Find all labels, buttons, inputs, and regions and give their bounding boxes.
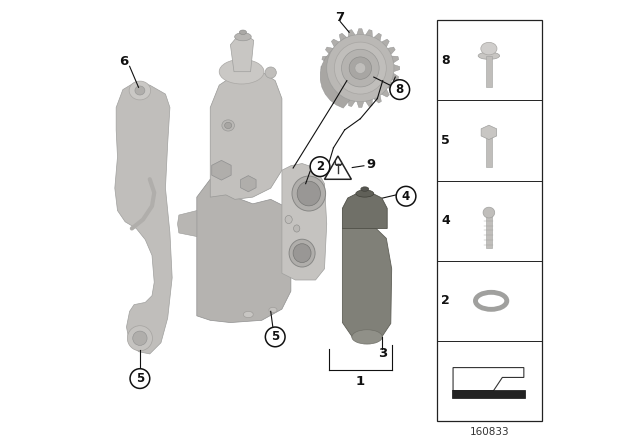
Circle shape xyxy=(127,326,152,351)
Bar xyxy=(486,56,492,87)
Ellipse shape xyxy=(129,81,150,100)
Bar xyxy=(486,213,492,247)
Polygon shape xyxy=(387,82,396,89)
Circle shape xyxy=(396,186,416,206)
Polygon shape xyxy=(212,160,231,180)
Ellipse shape xyxy=(476,293,507,309)
Bar xyxy=(486,134,492,167)
Ellipse shape xyxy=(352,330,382,344)
Ellipse shape xyxy=(297,181,321,206)
Polygon shape xyxy=(348,99,355,107)
Text: 4: 4 xyxy=(441,214,450,227)
Polygon shape xyxy=(357,102,364,108)
Text: 1: 1 xyxy=(356,375,365,388)
Circle shape xyxy=(390,80,410,99)
Text: 6: 6 xyxy=(120,55,129,69)
Polygon shape xyxy=(392,56,399,63)
Polygon shape xyxy=(339,33,347,41)
Circle shape xyxy=(349,57,371,79)
Ellipse shape xyxy=(361,187,369,191)
Polygon shape xyxy=(365,30,372,37)
Text: 7: 7 xyxy=(335,11,345,25)
Polygon shape xyxy=(374,95,381,103)
Polygon shape xyxy=(320,36,350,108)
Polygon shape xyxy=(321,65,327,72)
Polygon shape xyxy=(342,225,392,341)
Bar xyxy=(452,390,525,398)
Polygon shape xyxy=(322,73,329,80)
Polygon shape xyxy=(325,82,333,89)
Circle shape xyxy=(355,63,365,73)
Circle shape xyxy=(342,49,379,87)
Text: 4: 4 xyxy=(402,190,410,203)
Ellipse shape xyxy=(289,239,315,267)
Ellipse shape xyxy=(265,67,276,78)
Circle shape xyxy=(130,369,150,388)
Polygon shape xyxy=(324,156,351,179)
Polygon shape xyxy=(322,56,329,63)
Polygon shape xyxy=(325,47,333,54)
Ellipse shape xyxy=(481,43,497,55)
Polygon shape xyxy=(453,367,524,391)
Polygon shape xyxy=(481,125,497,140)
Circle shape xyxy=(310,157,330,177)
Bar xyxy=(437,20,541,421)
Polygon shape xyxy=(177,211,197,237)
Polygon shape xyxy=(348,30,355,37)
Polygon shape xyxy=(115,83,172,354)
Ellipse shape xyxy=(481,297,502,305)
Ellipse shape xyxy=(293,244,311,263)
Ellipse shape xyxy=(219,60,264,84)
Ellipse shape xyxy=(356,190,374,197)
Polygon shape xyxy=(197,175,291,323)
Polygon shape xyxy=(381,39,389,47)
Ellipse shape xyxy=(285,215,292,224)
Circle shape xyxy=(132,331,147,345)
Polygon shape xyxy=(357,29,364,34)
Polygon shape xyxy=(365,99,372,107)
Polygon shape xyxy=(230,35,253,72)
Polygon shape xyxy=(387,47,396,54)
Polygon shape xyxy=(392,73,399,80)
Circle shape xyxy=(266,327,285,347)
Text: 160833: 160833 xyxy=(470,427,509,437)
Ellipse shape xyxy=(243,311,253,318)
Ellipse shape xyxy=(135,86,145,95)
Polygon shape xyxy=(374,33,381,41)
Polygon shape xyxy=(332,89,339,97)
Ellipse shape xyxy=(239,30,246,34)
Polygon shape xyxy=(241,176,256,192)
Ellipse shape xyxy=(225,122,232,129)
Polygon shape xyxy=(394,65,400,72)
Polygon shape xyxy=(339,95,347,103)
Text: 8: 8 xyxy=(441,54,450,67)
Circle shape xyxy=(334,42,387,94)
Polygon shape xyxy=(210,72,282,199)
Text: 3: 3 xyxy=(378,347,387,361)
Text: 5: 5 xyxy=(271,330,279,344)
Polygon shape xyxy=(342,194,387,228)
Ellipse shape xyxy=(478,52,500,60)
Text: 9: 9 xyxy=(367,158,376,172)
Ellipse shape xyxy=(292,176,326,211)
Polygon shape xyxy=(282,164,327,280)
Text: 5: 5 xyxy=(136,372,144,385)
Text: 8: 8 xyxy=(396,83,404,96)
Ellipse shape xyxy=(269,307,277,313)
Text: 5: 5 xyxy=(441,134,450,147)
Polygon shape xyxy=(381,89,389,97)
Ellipse shape xyxy=(235,33,252,41)
Circle shape xyxy=(326,34,394,102)
Text: 2: 2 xyxy=(316,160,324,173)
Polygon shape xyxy=(332,39,339,47)
Text: 2: 2 xyxy=(441,294,450,307)
Ellipse shape xyxy=(483,207,495,218)
Ellipse shape xyxy=(222,120,234,131)
Ellipse shape xyxy=(294,225,300,232)
